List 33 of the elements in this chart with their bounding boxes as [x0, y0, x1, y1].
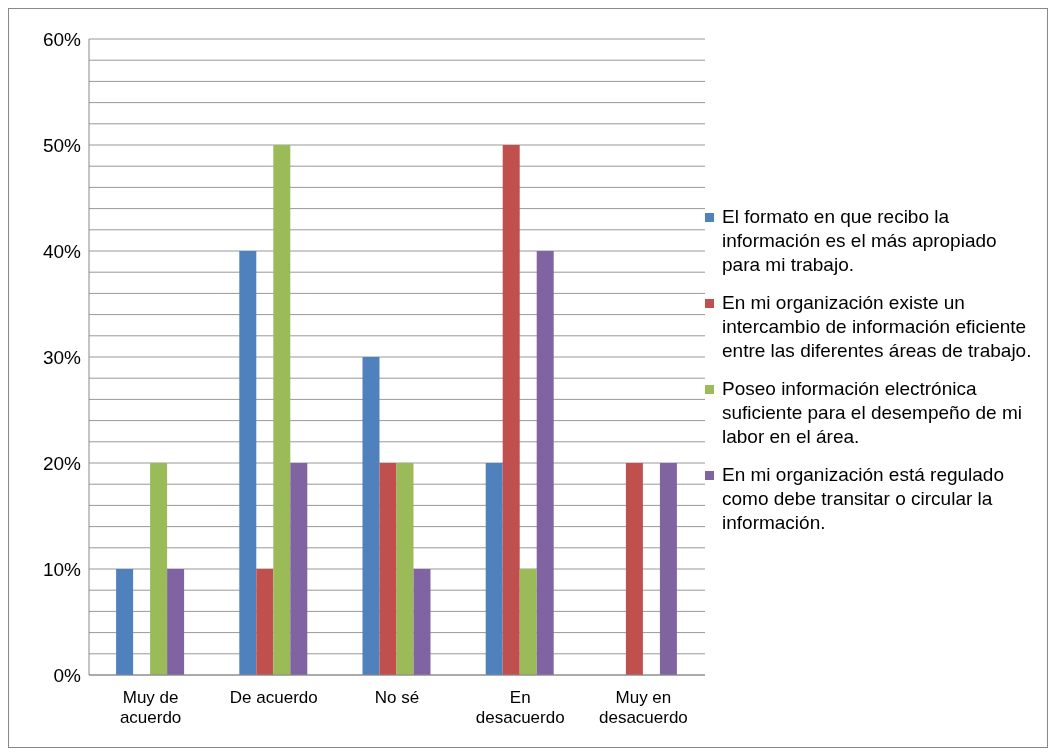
y-tick-label: 40%	[42, 240, 82, 262]
legend-label: En mi organización está regulado como debe transitar o circular la información.	[722, 463, 1005, 535]
bar	[150, 463, 168, 675]
bar	[485, 463, 503, 675]
bar	[536, 251, 554, 675]
y-tick-label: 50%	[42, 134, 82, 156]
x-tick-label: No sé	[374, 688, 420, 707]
y-tick-label: 0%	[53, 664, 82, 686]
bar	[413, 569, 431, 675]
y-tick-label: 60%	[42, 28, 82, 50]
bar	[502, 145, 520, 675]
bar	[116, 569, 134, 675]
bar	[362, 357, 380, 675]
x-tick-label: En desacuerdo	[475, 688, 565, 727]
bar	[659, 463, 677, 675]
y-tick-label: 10%	[42, 558, 82, 580]
x-tick-label: Muy en desacuerdo	[598, 688, 688, 727]
bar	[625, 463, 643, 675]
bar	[396, 463, 414, 675]
y-tick-label: 30%	[42, 346, 82, 368]
bar	[273, 145, 291, 675]
x-tick-label: De acuerdo	[229, 688, 318, 707]
bar	[290, 463, 308, 675]
bar	[256, 569, 274, 675]
x-tick-label: Muy de acuerdo	[119, 688, 182, 727]
bar	[519, 569, 537, 675]
bar	[239, 251, 257, 675]
bar	[167, 569, 185, 675]
bar	[379, 463, 397, 675]
legend-label: Poseo información electrónica suficiente para el desempeño de mi labor en el área.	[722, 377, 1023, 449]
legend-label: El formato en que recibo la información es el más apropiado para mi trabajo.	[722, 205, 998, 277]
legend-label: En mi organización existe un intercambio de información eficiente entre las diferentes áreas de trabajo.	[722, 291, 1033, 363]
y-tick-label: 20%	[42, 452, 82, 474]
